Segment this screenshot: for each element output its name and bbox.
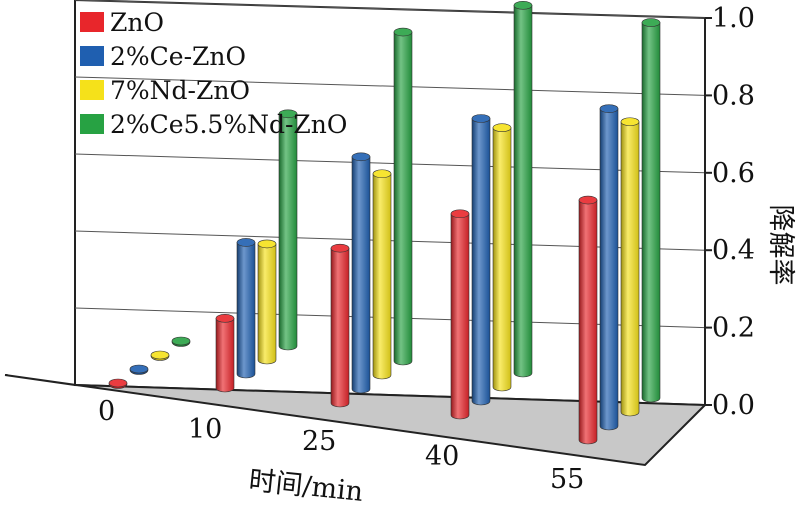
bars — [108, 1, 661, 445]
bar-2%Ce-ZnO-40 — [471, 114, 491, 406]
y-axis-title: 降解率 — [765, 205, 796, 286]
legend-label: 7%Nd-ZnO — [110, 76, 250, 105]
y-tick-label: 0.8 — [712, 80, 755, 111]
legend: ZnO 2%Ce-ZnO 7%Nd-ZnO 2%Ce5.5%Nd-ZnO — [80, 8, 347, 139]
x-tick-label: 10 — [188, 414, 222, 445]
gridline — [74, 76, 706, 96]
bar-7%Nd-ZnO-55 — [620, 117, 640, 417]
x-axis-title: 时间/min — [247, 465, 364, 506]
legend-label: 2%Ce5.5%Nd-ZnO — [110, 110, 347, 139]
bar-2%Ce-ZnO-25 — [351, 152, 371, 394]
bar-ZnO-10 — [215, 314, 235, 393]
x-tick-label: 25 — [302, 426, 336, 457]
y-tick-label: 1.0 — [712, 3, 755, 34]
legend-swatch — [80, 80, 104, 100]
y-tick-label: 0.2 — [712, 313, 755, 344]
legend-swatch — [80, 12, 104, 32]
x-tick-label: 40 — [425, 441, 459, 472]
legend-swatch — [80, 46, 104, 66]
bar-2%Ce5.5%Nd-ZnO-25 — [393, 27, 413, 366]
floor — [4, 374, 708, 467]
bar-7%Nd-ZnO-25 — [372, 169, 392, 380]
bar-ZnO-40 — [450, 209, 470, 420]
bar-2%Ce5.5%Nd-ZnO-55 — [641, 18, 661, 403]
bar-2%Ce-ZnO-10 — [236, 238, 256, 379]
bar-2%Ce-ZnO-0 — [129, 364, 149, 375]
gridline — [74, 0, 706, 19]
x-tick-label: 0 — [98, 396, 115, 427]
y-tick-label: 0.6 — [712, 158, 755, 189]
bar-7%Nd-ZnO-10 — [257, 239, 277, 365]
bar-ZnO-0 — [108, 378, 128, 389]
y-axis: 0.0 0.2 0.4 0.6 0.8 1.0 降解率 — [704, 3, 796, 421]
bar-2%Ce5.5%Nd-ZnO-0 — [171, 336, 191, 347]
bar-2%Ce5.5%Nd-ZnO-10 — [278, 109, 298, 351]
x-tick-label: 55 — [550, 464, 584, 495]
bar-7%Nd-ZnO-40 — [492, 123, 512, 392]
bar-7%Nd-ZnO-0 — [150, 350, 170, 361]
bar-ZnO-55 — [578, 195, 598, 445]
x-axis-ticks: 0 10 25 40 55 — [98, 396, 584, 495]
legend-label: 2%Ce-ZnO — [110, 42, 246, 71]
bar-ZnO-25 — [330, 243, 350, 408]
bar-2%Ce5.5%Nd-ZnO-40 — [513, 1, 533, 378]
y-tick-label: 0.4 — [712, 235, 755, 266]
legend-label: ZnO — [110, 8, 164, 37]
bar-2%Ce-ZnO-55 — [599, 104, 619, 431]
legend-swatch — [80, 114, 104, 134]
y-tick-label: 0.0 — [712, 390, 755, 421]
